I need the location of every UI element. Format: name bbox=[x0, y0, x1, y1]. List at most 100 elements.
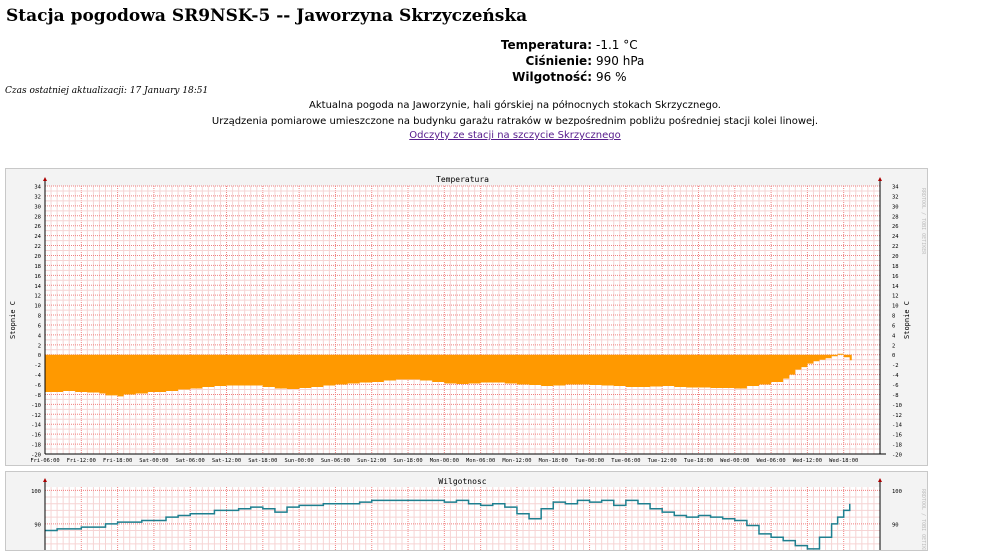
temp-xtick-label: Tue-06:00 bbox=[611, 458, 640, 464]
humidity-row: Wilgotność: 96 % bbox=[420, 69, 680, 85]
temp-ytick-left: -2 bbox=[34, 363, 41, 369]
temp-ytick-right: -12 bbox=[892, 413, 902, 419]
hum-right-arrow-icon bbox=[878, 478, 882, 482]
temp-ytick-left: 10 bbox=[34, 304, 41, 310]
temp-ytick-right: 28 bbox=[892, 214, 899, 220]
temp-ytick-left: 4 bbox=[38, 333, 42, 339]
temp-ytick-left: 2 bbox=[38, 343, 41, 349]
temp-xtick-label: Mon-00:00 bbox=[430, 458, 459, 464]
temp-ylabel-right: Stopnie C bbox=[903, 301, 911, 339]
temp-ytick-left: -14 bbox=[31, 423, 42, 429]
temp-ytick-left: 28 bbox=[34, 214, 41, 220]
temp-xtick-label: Fri-18:00 bbox=[103, 458, 132, 464]
temp-xtick-label: Sun-12:00 bbox=[357, 458, 386, 464]
temp-xtick-label: Sun-06:00 bbox=[321, 458, 350, 464]
temp-ytick-left: -10 bbox=[31, 403, 41, 409]
temp-ytick-right: 34 bbox=[892, 185, 899, 191]
temp-ytick-left: -12 bbox=[31, 413, 41, 419]
temp-ytick-left: 24 bbox=[34, 234, 41, 240]
temp-ytick-right: 32 bbox=[892, 194, 899, 200]
temp-ytick-left: 12 bbox=[34, 294, 41, 300]
temp-xtick-label: Wed-12:00 bbox=[793, 458, 822, 464]
summit-station-link[interactable]: Odczyty ze stacji na szczycie Skrzyczneg… bbox=[409, 130, 621, 141]
temp-ytick-right: -14 bbox=[892, 423, 903, 429]
temperature-graph: Temperatura 34 34 32 32 30 30 28 28 26 26 24 24 22 22 2… bbox=[5, 168, 928, 466]
temp-xtick-label: Sat-12:00 bbox=[212, 458, 241, 464]
temperature-value: -1.1 °C bbox=[596, 38, 638, 52]
temp-xtick-label: Sat-06:00 bbox=[176, 458, 205, 464]
temp-ytick-left: 22 bbox=[34, 244, 41, 250]
hum-line-series bbox=[45, 499, 851, 550]
current-conditions: Temperatura: -1.1 °C Ciśnienie: 990 hPa … bbox=[420, 37, 680, 85]
temp-xtick-label: Fri-12:00 bbox=[67, 458, 96, 464]
temp-xtick-label: Fri-06:00 bbox=[30, 458, 59, 464]
temp-xtick-label: Wed-00:00 bbox=[720, 458, 749, 464]
temp-ytick-right: -4 bbox=[892, 373, 899, 379]
humidity-graph-svg: Wilgotnosc10010090908080RRDTOOL / TOBI O… bbox=[31, 477, 926, 550]
description-line-2: Urządzenia pomiarowe umieszczone na budy… bbox=[211, 116, 819, 127]
temp-xtick-label: Sun-18:00 bbox=[393, 458, 422, 464]
temp-ytick-right: 18 bbox=[892, 264, 899, 270]
temp-ytick-left: 8 bbox=[38, 314, 41, 320]
temp-ytick-left: -4 bbox=[34, 373, 41, 379]
temperature-label: Temperatura: bbox=[500, 38, 592, 52]
temp-xtick-label: Tue-12:00 bbox=[648, 458, 677, 464]
temp-ytick-left: -20 bbox=[31, 453, 41, 459]
temp-ytick-right: 0 bbox=[892, 353, 895, 359]
temp-right-arrow-icon bbox=[878, 177, 882, 181]
temp-area-series bbox=[45, 353, 852, 397]
temp-xtick-label: Sun-00:00 bbox=[285, 458, 314, 464]
temp-ytick-left: -6 bbox=[34, 383, 41, 389]
last-update-text: Czas ostatniej aktualizacji: 17 January … bbox=[5, 86, 209, 96]
hum-left-arrow-icon bbox=[43, 478, 47, 482]
temp-ytick-left: 18 bbox=[34, 264, 41, 270]
temp-ytick-left: -16 bbox=[31, 433, 41, 439]
temp-ytick-left: 6 bbox=[38, 323, 41, 329]
hum-ytick-left: 100 bbox=[31, 489, 41, 495]
temperature-row: Temperatura: -1.1 °C bbox=[420, 37, 680, 53]
temp-ytick-right: 14 bbox=[892, 284, 899, 290]
temp-ytick-right: 12 bbox=[892, 294, 899, 300]
temp-xtick-label: Tue-00:00 bbox=[575, 458, 604, 464]
temp-xtick-label: Wed-18:00 bbox=[829, 458, 858, 464]
temp-ytick-right: -18 bbox=[892, 443, 902, 449]
temp-xtick-label: Mon-12:00 bbox=[502, 458, 531, 464]
temp-ytick-right: -10 bbox=[892, 403, 902, 409]
pressure-row: Ciśnienie: 990 hPa bbox=[420, 53, 680, 69]
temp-ytick-right: -20 bbox=[892, 453, 902, 459]
hum-ytick-right: 90 bbox=[892, 522, 899, 528]
hum-ytick-right: 100 bbox=[892, 489, 902, 495]
temp-ytick-right: 24 bbox=[892, 234, 899, 240]
temp-xtick-label: Wed-06:00 bbox=[756, 458, 785, 464]
temp-left-arrow-icon bbox=[43, 177, 47, 181]
temp-ytick-right: 16 bbox=[892, 274, 899, 280]
humidity-value: 96 % bbox=[596, 70, 627, 84]
temp-ytick-left: -8 bbox=[34, 393, 41, 399]
temp-ytick-right: 6 bbox=[892, 323, 895, 329]
temp-ytick-left: 30 bbox=[34, 204, 41, 210]
temp-ytick-right: 2 bbox=[892, 343, 895, 349]
temp-xtick-label: Sat-18:00 bbox=[248, 458, 277, 464]
temp-xtick-label: Sat-00:00 bbox=[139, 458, 168, 464]
temp-ytick-left: 20 bbox=[34, 254, 41, 260]
temp-ytick-right: 8 bbox=[892, 314, 895, 320]
temp-ytick-right: 20 bbox=[892, 254, 899, 260]
temp-title: Temperatura bbox=[436, 175, 489, 184]
temp-ytick-left: 34 bbox=[34, 185, 41, 191]
pressure-value: 990 hPa bbox=[596, 54, 645, 68]
temp-ytick-right: -16 bbox=[892, 433, 902, 439]
temp-ytick-left: 26 bbox=[34, 224, 41, 230]
temp-xtick-label: Tue-18:00 bbox=[684, 458, 713, 464]
temp-ytick-right: 22 bbox=[892, 244, 899, 250]
temp-xtick-label: Mon-18:00 bbox=[539, 458, 568, 464]
temp-ylabel-left: Stopnie C bbox=[9, 301, 17, 339]
hum-title: Wilgotnosc bbox=[438, 477, 486, 486]
humidity-graph: Wilgotnosc10010090908080RRDTOOL / TOBI O… bbox=[5, 471, 928, 551]
page-title: Stacja pogodowa SR9NSK-5 -- Jaworzyna Sk… bbox=[6, 6, 528, 26]
temp-ytick-left: -18 bbox=[31, 443, 41, 449]
temp-ytick-right: -2 bbox=[892, 363, 899, 369]
pressure-label: Ciśnienie: bbox=[525, 54, 592, 68]
hum-watermark: RRDTOOL / TOBI OETIKER bbox=[920, 489, 926, 550]
temp-ytick-right: 26 bbox=[892, 224, 899, 230]
